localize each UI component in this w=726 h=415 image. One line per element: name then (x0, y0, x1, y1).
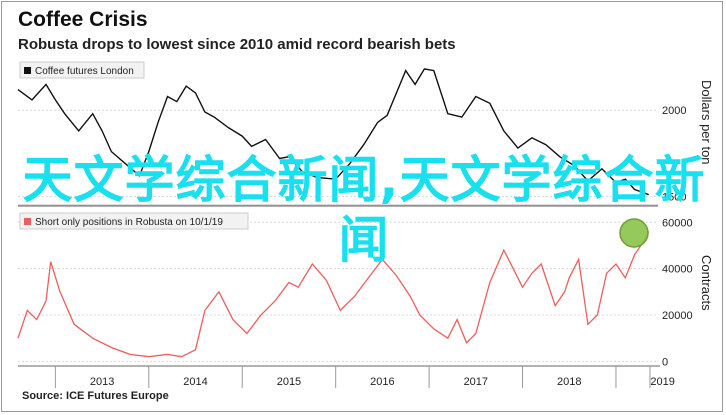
page-subtitle: Robusta drops to lowest since 2010 amid … (18, 36, 456, 53)
legend-positions-swatch (24, 218, 31, 225)
xtick-label-2016: 2016 (370, 376, 394, 388)
price-ytick-label: 2000 (662, 105, 686, 117)
positions-ytick-label: 20000 (662, 310, 693, 322)
xtick-label-2014: 2014 (183, 376, 207, 388)
legend-price: Coffee futures London (19, 61, 145, 79)
xtick-label-2019: 2019 (650, 376, 674, 388)
positions-ytick-label: 0 (662, 356, 668, 368)
coffee-price-line (17, 68, 649, 196)
page-title: Coffee Crisis (18, 8, 148, 31)
xtick-label-2017: 2017 (464, 376, 488, 388)
source-note: Source: ICE Futures Europe (22, 390, 169, 402)
price-ylabel: Dollars per ton (699, 80, 714, 165)
legend-positions-label: Short only positions in Robusta on 10/1/… (35, 217, 223, 228)
legend-price-label: Coffee futures London (35, 66, 134, 77)
legend-price-swatch (24, 67, 31, 74)
price-ytick-label: 1500 (662, 191, 686, 203)
price-panel: 1500 2000 Coffee futures London Dollars p… (17, 61, 714, 207)
legend-positions: Short only positions in Robusta on 10/1/… (19, 212, 249, 230)
short-positions-line (17, 231, 650, 358)
xtick-label-2018: 2018 (557, 376, 581, 388)
latest-value-highlight (619, 218, 649, 248)
xtick-label-2015: 2015 (277, 376, 301, 388)
positions-ytick-label: 40000 (662, 264, 693, 276)
positions-ytick-label: 60000 (662, 217, 693, 229)
xtick-label-2013: 2013 (90, 376, 114, 388)
positions-panel: 0 20000 40000 60000 Short only positions in… (17, 212, 714, 388)
positions-ylabel: Contracts (699, 255, 714, 311)
